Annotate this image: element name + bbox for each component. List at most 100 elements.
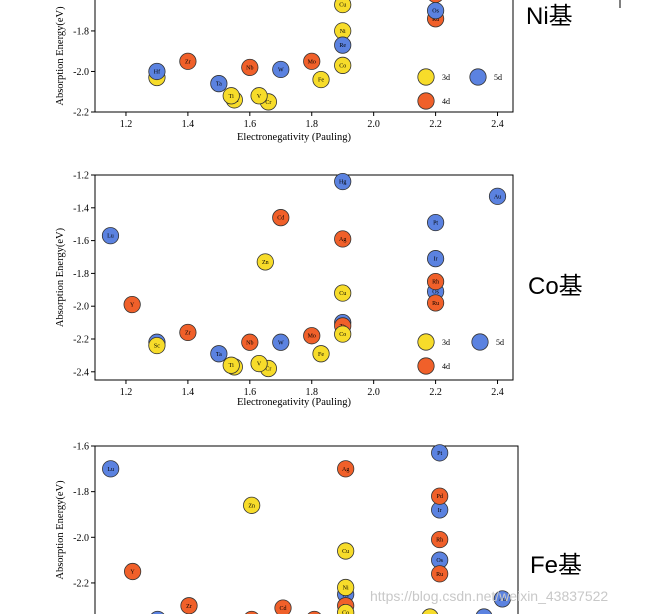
x-tick-label: 1.2 — [120, 387, 133, 398]
data-point-au — [493, 590, 511, 608]
legend-marker-5d — [469, 68, 487, 86]
data-point-label: Ag — [342, 467, 349, 473]
legend-label: 4d — [442, 362, 450, 371]
data-point-label: Rh — [436, 538, 443, 544]
data-point-co — [334, 325, 352, 343]
y-tick-label: -2.0 — [73, 533, 89, 544]
x-tick-label: 1.2 — [120, 119, 133, 130]
data-point-nb — [241, 58, 259, 77]
data-point-label: Co — [339, 332, 346, 338]
legend-marker-4d — [417, 357, 435, 375]
data-point-label: Os — [432, 289, 439, 295]
data-point-label: Pd — [436, 494, 442, 500]
data-point-label: Nb — [246, 340, 253, 346]
side-caption: Co基 — [528, 273, 583, 300]
data-point-hf — [148, 62, 166, 81]
data-point-label: Y — [130, 570, 135, 576]
data-point-label: Hg — [339, 180, 346, 186]
data-point-w — [272, 60, 290, 79]
data-point-label: Lu — [107, 234, 114, 240]
y-tick-label: -1.2 — [73, 171, 89, 182]
data-point-sc — [148, 336, 166, 355]
data-point-cu — [334, 0, 352, 14]
data-point-cd — [272, 209, 290, 227]
data-point-zr — [179, 323, 197, 342]
data-point-hg — [334, 172, 352, 191]
data-point-label: Co — [339, 63, 346, 69]
y-tick-label: -2.0 — [73, 67, 89, 78]
data-point-zn — [256, 253, 274, 271]
data-point-re — [334, 36, 352, 54]
data-point-ru — [426, 294, 445, 312]
data-point-label: Hf — [154, 68, 160, 75]
data-point-zr — [179, 52, 197, 70]
data-point-au — [488, 187, 507, 205]
data-point-label: Rh — [432, 280, 439, 286]
data-point-label: Ag — [339, 237, 346, 243]
data-point-label: Cd — [277, 216, 284, 222]
legend-label: 3d — [442, 73, 450, 82]
plot-frame — [94, 174, 514, 381]
data-point-label: Fe — [318, 352, 324, 358]
data-point-label: Co — [342, 611, 349, 614]
data-point-label: Ta — [216, 352, 222, 358]
plot-frame — [94, 0, 514, 113]
data-point-rh — [426, 272, 445, 291]
data-point-label: W — [278, 340, 284, 346]
legend-marker-5d — [471, 333, 489, 351]
x-tick-label: 2.0 — [367, 387, 380, 398]
x-tick-label: 2.0 — [367, 119, 380, 130]
data-point-label: Cu — [339, 3, 346, 9]
data-point-label: Os — [436, 558, 443, 564]
y-tick-label: -2.4 — [73, 367, 89, 378]
data-point-nb — [245, 610, 259, 614]
y-tick-label: -1.8 — [73, 269, 89, 280]
data-point-ti — [222, 356, 240, 374]
y-tick-label: -2.0 — [73, 302, 89, 313]
data-point-pd — [431, 487, 449, 505]
chart-panel-3: -1.6-1.8-2.0-2.2-2.4Absorption Energy(eV… — [55, 442, 582, 614]
data-point-label: Zr — [185, 330, 191, 336]
data-point-hf — [151, 610, 165, 614]
chart-panel-2: 1.2 1.4 1.6 1.8 2.0 2.2 2.4 -1.2 -1.4 -1.6 -1.8 -2.… — [55, 171, 583, 409]
data-point-label: Ni — [340, 29, 346, 35]
data-point-label: Zr — [186, 604, 192, 610]
legend-marker-4d — [417, 92, 435, 110]
data-point-label: Re — [339, 43, 346, 49]
data-point-label: W — [278, 67, 284, 73]
legend-marker-3d — [417, 333, 435, 351]
data-point-mo — [303, 327, 321, 345]
data-point-lu — [101, 227, 120, 245]
data-point-label: Cr — [265, 100, 271, 106]
data-point-mo — [303, 52, 321, 70]
x-tick-label: 2.2 — [429, 119, 442, 130]
data-point-label: Ni — [343, 586, 349, 592]
y-tick-label: -1.6 — [73, 236, 89, 247]
data-point-ti — [222, 87, 240, 105]
legend-marker-5d — [475, 608, 493, 614]
x-tick-label: 1.6 — [244, 119, 257, 130]
y-tick-label: -1.8 — [73, 487, 89, 498]
x-tick-label: 1.4 — [182, 387, 195, 398]
data-point-pt — [426, 213, 445, 232]
legend-label: 5d — [494, 73, 502, 82]
data-point-ta — [210, 75, 228, 93]
data-point-fe — [312, 70, 330, 89]
data-point-fe — [312, 345, 330, 363]
data-point-label: Ta — [216, 82, 222, 88]
data-point-nb — [241, 333, 259, 351]
data-point-label: Ti — [229, 363, 234, 369]
data-point-label: Nb — [246, 65, 253, 71]
data-point-label: Ir — [434, 257, 438, 263]
y-tick-label: -2.2 — [73, 578, 89, 589]
x-tick-label: 2.4 — [491, 119, 504, 130]
y-tick-label: -2.2 — [73, 335, 89, 346]
x-tick-label: 1.6 — [244, 387, 257, 398]
x-tick-label: 2.4 — [491, 387, 504, 398]
data-point-ag — [334, 230, 352, 248]
data-point-lu — [102, 460, 120, 478]
x-tick-label: 1.8 — [305, 387, 318, 398]
data-point-label: V — [257, 362, 262, 368]
data-point-label: Ru — [432, 17, 439, 23]
